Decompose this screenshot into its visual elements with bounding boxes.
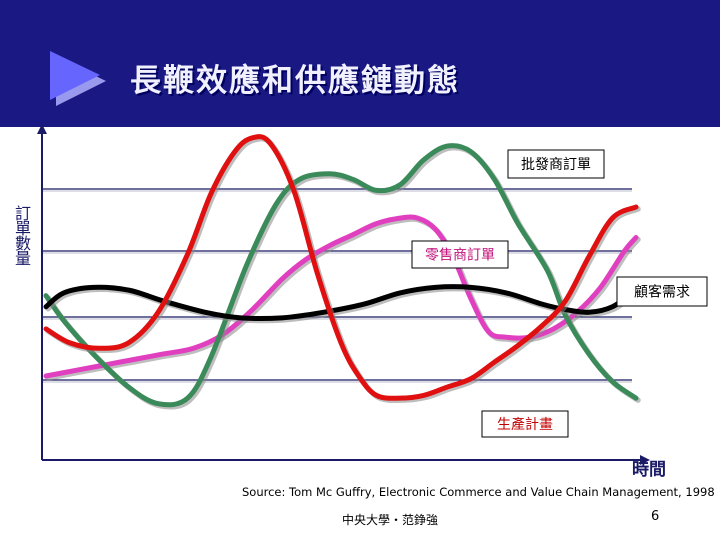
x-axis-label: 時間 <box>632 460 666 480</box>
customer-demand-label: 顧客需求 <box>634 284 690 301</box>
footer-author: 中央大學・范錚強 <box>342 513 439 527</box>
customer-demand-label-box <box>616 276 708 307</box>
y-axis-arrow-icon <box>37 124 47 134</box>
retailer-orders-line <box>43 214 639 379</box>
wholesaler-orders-label-box <box>507 149 605 179</box>
page-title: 長鞭效應和供應鏈動態 <box>130 63 460 99</box>
header-band <box>0 0 720 127</box>
production-plan-line <box>43 134 639 401</box>
arrow-icon <box>50 51 100 100</box>
wholesaler-orders-label: 批發商訂單 <box>521 157 591 173</box>
source-citation: Source: Tom Mc Guffry, Electronic Commer… <box>242 485 715 499</box>
retailer-orders-label-box <box>411 240 509 269</box>
x-axis-arrow-icon <box>640 455 650 465</box>
wholesaler-orders-line <box>43 143 639 408</box>
retailer-orders-label: 零售商訂單 <box>425 248 495 264</box>
page-number: 6 <box>651 509 660 524</box>
production-plan-label: 生產計畫 <box>497 416 553 433</box>
production-plan-label-box <box>481 410 569 438</box>
y-axis-label: 訂單數量 <box>12 205 31 265</box>
